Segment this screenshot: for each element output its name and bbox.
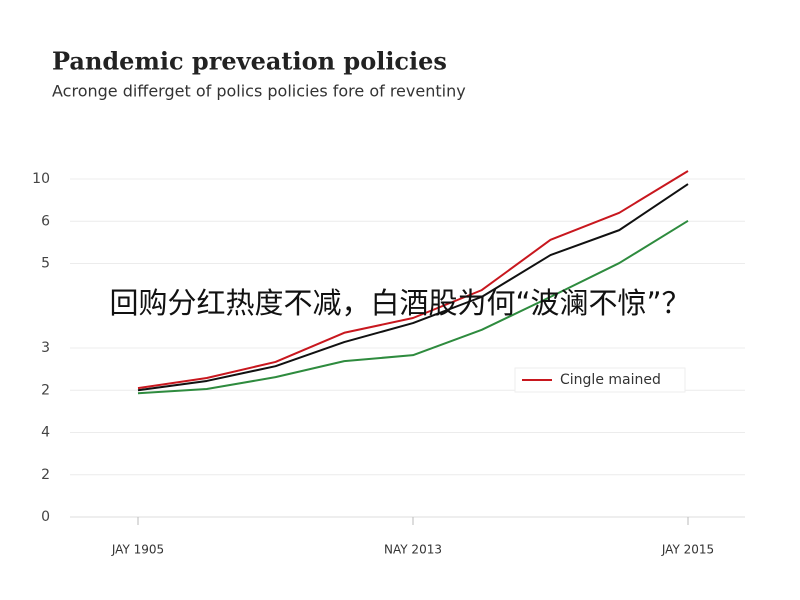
y-tick-label: 0 (41, 509, 50, 525)
overlay-caption: 回购分红热度不减，白酒股为何“波澜不惊”？ (109, 286, 690, 320)
x-tick-label: NAY 2013 (384, 543, 442, 557)
y-tick-label: 10 (32, 171, 50, 187)
series-line (137, 170, 689, 390)
x-tick-label: JAY 1905 (111, 543, 164, 557)
y-tick-label: 2 (41, 467, 50, 483)
chart-title: Pandemic preveation policies (52, 47, 447, 76)
y-tick-label: 4 (41, 425, 50, 441)
chart-subtitle: Acronge differget of polics policies for… (52, 82, 466, 101)
x-tick-label: JAY 2015 (661, 543, 714, 557)
series-line (137, 183, 689, 392)
y-tick-label: 6 (41, 213, 50, 229)
legend: Cingle mained (514, 367, 686, 393)
y-tick-label: 2 (41, 382, 50, 398)
y-tick-label: 5 (41, 256, 50, 272)
series-line (137, 219, 689, 395)
y-tick-label: 3 (41, 340, 50, 356)
legend-label: Cingle mained (560, 372, 661, 388)
